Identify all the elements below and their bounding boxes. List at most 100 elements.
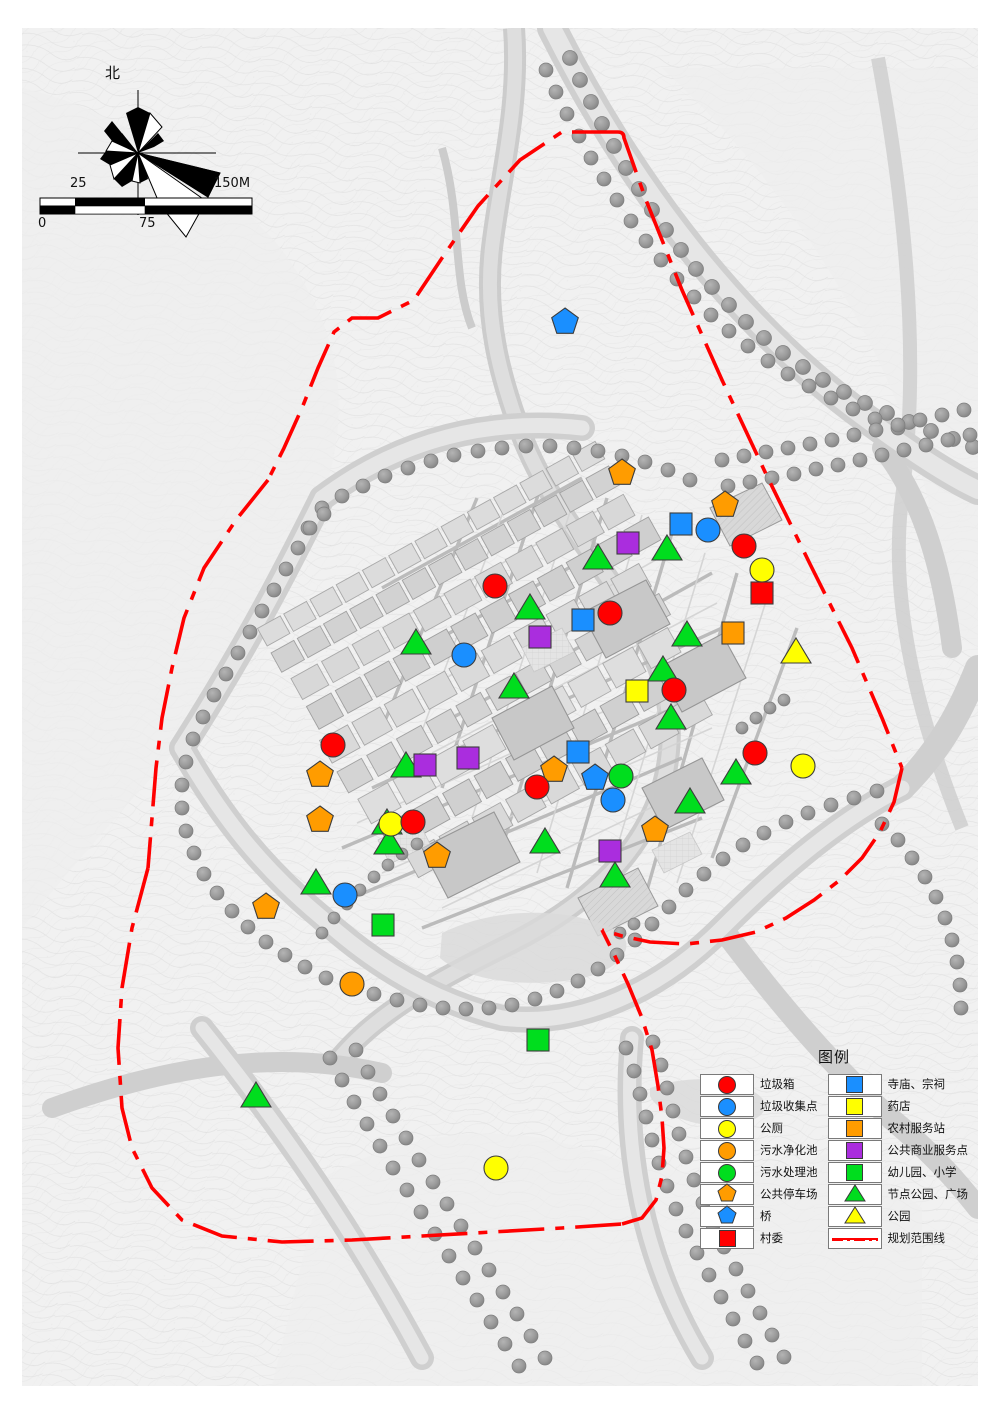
map-marker-node-park[interactable] — [647, 654, 679, 682]
legend-swatch — [827, 1140, 882, 1161]
map-marker-village-committee[interactable] — [750, 581, 774, 605]
legend-item-label: 农村服务站 — [887, 1120, 946, 1135]
legend-item[interactable]: 村委 — [700, 1228, 818, 1249]
map-marker-sewage[interactable] — [608, 763, 634, 789]
legend-item[interactable]: 桥 — [700, 1205, 818, 1228]
legend-item[interactable]: 污水处理池 — [700, 1162, 818, 1183]
map-marker-waste-bin[interactable] — [482, 573, 508, 599]
map-marker-parking[interactable] — [423, 841, 451, 868]
map-marker-toilet[interactable] — [378, 811, 404, 837]
map-marker-commerce[interactable] — [456, 746, 480, 770]
map-marker-waste-bin[interactable] — [742, 740, 768, 766]
legend-item[interactable]: 污水净化池 — [700, 1140, 818, 1161]
legend-item[interactable]: 公园 — [827, 1205, 969, 1227]
map-marker-toilet[interactable] — [749, 557, 775, 583]
scale-tick-0: 0 — [38, 216, 47, 231]
map-marker-temple[interactable] — [571, 608, 595, 632]
map-marker-bridge[interactable] — [551, 307, 579, 334]
legend-item-label: 公共商业服务点 — [887, 1142, 969, 1157]
legend-item-label: 节点公园、广场 — [887, 1186, 969, 1201]
scale-tick-25: 25 — [70, 176, 87, 191]
legend-swatch — [827, 1096, 882, 1117]
legend-item-label: 村委 — [760, 1230, 783, 1245]
legend-swatch — [827, 1074, 882, 1095]
map-marker-pharmacy[interactable] — [625, 679, 649, 703]
map-marker-commerce[interactable] — [528, 625, 552, 649]
map-marker-kindergarten[interactable] — [526, 1028, 550, 1052]
compass-north-label: 北 — [105, 64, 121, 82]
legend-item[interactable]: 农村服务站 — [827, 1118, 969, 1139]
map-marker-temple[interactable] — [669, 512, 693, 536]
legend-swatch — [827, 1205, 882, 1227]
map-marker-parking[interactable] — [306, 760, 334, 787]
legend-item[interactable]: 药店 — [827, 1096, 969, 1117]
map-marker-waste-collect[interactable] — [695, 517, 721, 543]
legend-item[interactable]: 寺庙、宗祠 — [827, 1074, 969, 1095]
legend-item[interactable]: 幼儿园、小学 — [827, 1162, 969, 1183]
legend-item-label: 公园 — [887, 1208, 911, 1223]
map-canvas[interactable] — [22, 28, 978, 1386]
legend-left-column: 垃圾箱 垃圾收集点 公厕 污水净化池 污水处理池 公共停车场桥村委 — [700, 1074, 818, 1249]
legend: 图例 垃圾箱 垃圾收集点 公厕 污水净化池 污水处理池 公共停车场桥村委 寺庙、宗祠 药店农… — [700, 1046, 968, 1266]
map-marker-waste-collect[interactable] — [451, 642, 477, 668]
map-marker-waste-bin[interactable] — [524, 774, 550, 800]
map-marker-waste-bin[interactable] — [320, 732, 346, 758]
scale-tick-150: 150M — [214, 176, 251, 191]
legend-item[interactable]: 规划范围线 — [827, 1228, 969, 1249]
map-marker-node-park[interactable] — [240, 1080, 272, 1108]
map-marker-node-park[interactable] — [400, 627, 432, 655]
map-marker-parking[interactable] — [540, 755, 568, 782]
marker-layer — [240, 307, 816, 1181]
scale-bar-icon — [39, 197, 253, 215]
red-square-icon — [718, 1230, 736, 1247]
map-marker-waste-bin[interactable] — [661, 677, 687, 703]
map-marker-sewage-purify[interactable] — [339, 971, 365, 997]
legend-item[interactable]: 公共停车场 — [700, 1183, 818, 1205]
map-marker-commerce[interactable] — [598, 839, 622, 863]
map-marker-bridge[interactable] — [581, 763, 609, 790]
legend-item[interactable]: 公厕 — [700, 1118, 818, 1139]
map-marker-parking[interactable] — [252, 892, 280, 919]
map-marker-parking[interactable] — [306, 805, 334, 832]
map-marker-parking[interactable] — [711, 490, 739, 517]
legend-item[interactable]: 垃圾箱 — [700, 1074, 818, 1095]
map-marker-node-park[interactable] — [655, 702, 687, 730]
legend-item[interactable]: 垃圾收集点 — [700, 1096, 818, 1117]
legend-item[interactable]: 公共商业服务点 — [827, 1140, 969, 1161]
map-marker-commerce[interactable] — [616, 531, 640, 555]
map-marker-node-park[interactable] — [514, 592, 546, 620]
legend-swatch — [700, 1162, 754, 1183]
map-marker-toilet[interactable] — [790, 753, 816, 779]
map-marker-temple[interactable] — [566, 740, 590, 764]
map-marker-node-park[interactable] — [674, 786, 706, 814]
map-marker-node-park[interactable] — [599, 860, 631, 888]
legend-swatch — [827, 1162, 882, 1183]
map-marker-node-park[interactable] — [300, 867, 332, 895]
map-marker-node-park[interactable] — [373, 827, 405, 855]
green-triangle-icon — [843, 1183, 866, 1206]
map-marker-rural-service[interactable] — [721, 621, 745, 645]
map-marker-park[interactable] — [780, 636, 812, 664]
map-marker-parking[interactable] — [641, 815, 669, 842]
legend-item-label: 寺庙、宗祠 — [887, 1076, 946, 1091]
yellow-square-icon — [846, 1098, 863, 1115]
map-marker-waste-collect[interactable] — [332, 882, 358, 908]
map-marker-node-park[interactable] — [671, 619, 703, 647]
blue-pentagon-icon — [717, 1205, 737, 1228]
map-marker-node-park[interactable] — [720, 757, 752, 785]
map-marker-toilet[interactable] — [483, 1155, 509, 1181]
map-marker-parking[interactable] — [608, 458, 636, 485]
map-marker-node-park[interactable] — [651, 533, 683, 561]
map-marker-node-park[interactable] — [582, 542, 614, 570]
legend-item[interactable]: 节点公园、广场 — [827, 1183, 969, 1206]
map-marker-commerce[interactable] — [413, 753, 437, 777]
map-marker-node-park[interactable] — [529, 826, 561, 854]
map-marker-node-park[interactable] — [498, 671, 530, 699]
legend-swatch — [700, 1140, 754, 1161]
green-square-icon — [846, 1164, 863, 1181]
map-marker-waste-bin[interactable] — [400, 809, 426, 835]
map-marker-waste-bin[interactable] — [731, 533, 757, 559]
map-marker-kindergarten[interactable] — [371, 913, 395, 937]
map-marker-waste-collect[interactable] — [600, 787, 626, 813]
map-marker-waste-bin[interactable] — [597, 600, 623, 626]
